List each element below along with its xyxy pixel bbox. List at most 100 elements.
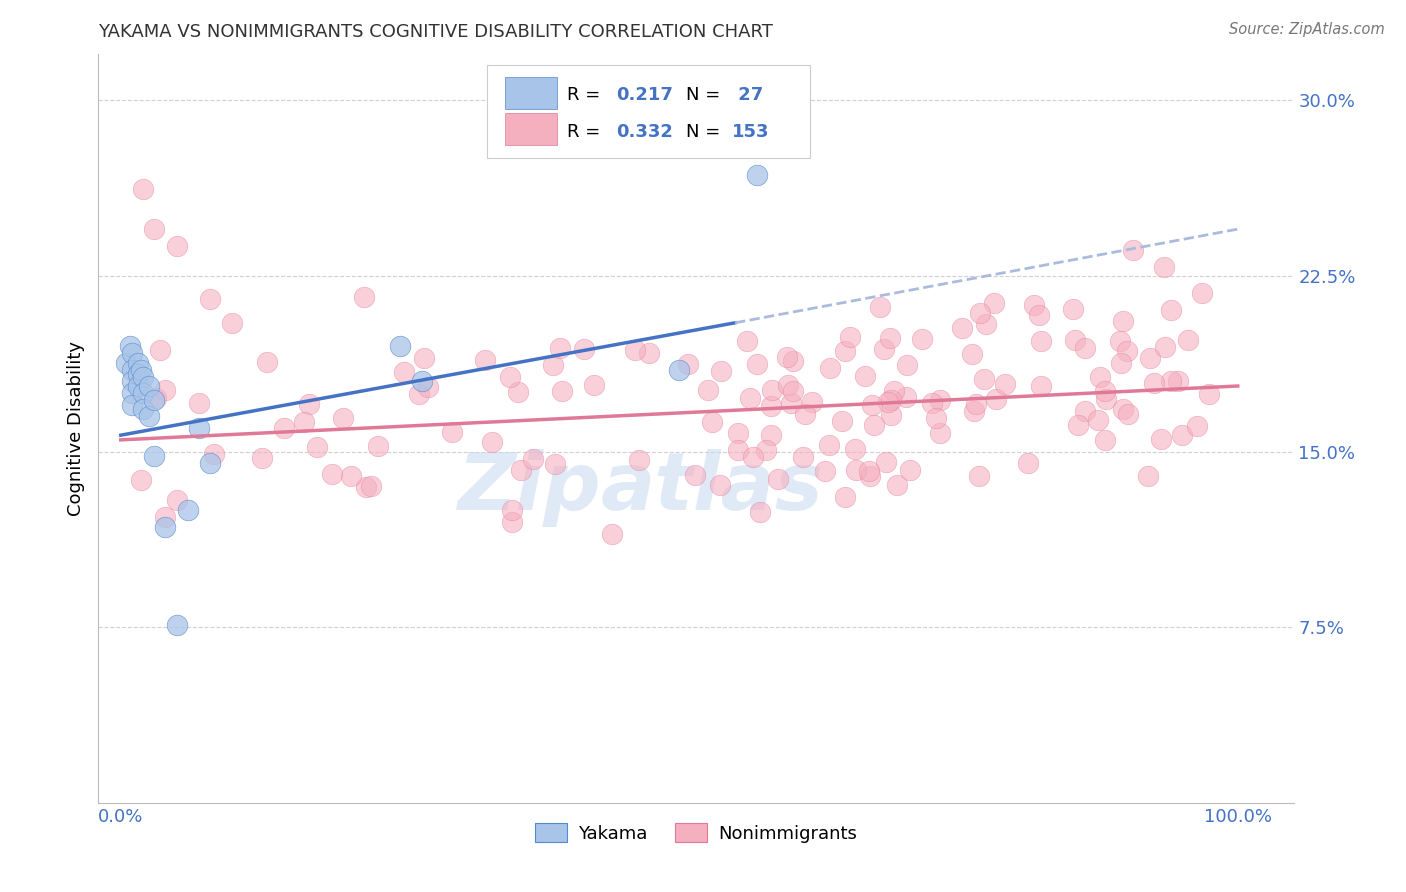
Point: [501, 515, 523, 529]
Point: [115, 356, 138, 370]
Point: [121, 346, 143, 360]
Point: [727, 426, 749, 441]
Point: [1116, 407, 1139, 421]
Point: [1029, 379, 1052, 393]
Text: N =: N =: [686, 123, 727, 141]
Point: [360, 479, 382, 493]
Point: [929, 392, 952, 407]
Point: [973, 372, 995, 386]
Point: [1062, 301, 1084, 316]
Point: [1115, 344, 1137, 359]
Point: [138, 379, 160, 393]
Point: [709, 478, 731, 492]
Point: [863, 417, 886, 432]
Point: [994, 376, 1017, 391]
Point: [818, 438, 841, 452]
Point: [759, 428, 782, 442]
Point: [1112, 314, 1135, 328]
Point: [153, 383, 176, 397]
Point: [166, 493, 188, 508]
Point: [440, 425, 463, 440]
Point: [820, 360, 842, 375]
Point: [143, 393, 166, 408]
Point: [628, 453, 651, 467]
Point: [132, 402, 155, 417]
Point: [273, 421, 295, 435]
Point: [747, 168, 769, 183]
Point: [782, 384, 804, 398]
Point: [1074, 404, 1097, 418]
Text: Zip: Zip: [457, 449, 600, 527]
Point: [1198, 387, 1220, 401]
Point: [155, 519, 177, 533]
Point: [735, 334, 758, 348]
Point: [541, 358, 564, 372]
Point: [759, 400, 782, 414]
Point: [921, 396, 943, 410]
Legend: Yakama, Nonimmigrants: Yakama, Nonimmigrants: [527, 816, 865, 850]
Point: [879, 330, 901, 344]
Text: 27: 27: [733, 87, 763, 104]
Point: [886, 478, 908, 492]
Point: [1109, 356, 1132, 370]
Point: [676, 357, 699, 371]
Point: [1109, 334, 1132, 349]
Point: [413, 351, 436, 366]
Point: [1087, 413, 1109, 427]
Point: [522, 451, 544, 466]
Point: [548, 342, 571, 356]
Point: [339, 469, 361, 483]
Point: [745, 357, 768, 371]
Point: [883, 384, 905, 398]
Point: [710, 364, 733, 378]
Point: [298, 397, 321, 411]
Point: [1154, 340, 1177, 354]
Point: [501, 503, 523, 517]
Point: [1112, 401, 1135, 416]
Text: 0.217: 0.217: [616, 87, 673, 104]
Point: [766, 472, 789, 486]
Point: [929, 425, 952, 440]
Point: [814, 464, 837, 478]
Point: [574, 343, 596, 357]
Point: [1074, 342, 1097, 356]
Point: [960, 347, 983, 361]
Point: [202, 447, 225, 461]
Point: [177, 503, 200, 517]
Point: [392, 365, 415, 379]
Point: [748, 505, 770, 519]
Point: [127, 356, 149, 370]
Point: [509, 463, 531, 477]
Point: [782, 354, 804, 368]
Point: [1139, 351, 1161, 365]
Point: [550, 384, 572, 398]
Point: [896, 390, 918, 404]
Point: [779, 396, 801, 410]
Point: [740, 391, 762, 405]
Point: [702, 415, 724, 429]
Point: [969, 306, 991, 320]
Point: [129, 473, 152, 487]
Point: [963, 404, 986, 418]
Point: [143, 450, 166, 464]
Point: [221, 316, 243, 330]
Point: [1160, 302, 1182, 317]
Point: [853, 369, 876, 384]
Point: [127, 368, 149, 382]
Point: [582, 378, 605, 392]
Point: [792, 450, 814, 464]
Point: [1031, 334, 1053, 348]
Point: [544, 457, 567, 471]
Point: [860, 398, 883, 412]
Point: [121, 386, 143, 401]
Text: 153: 153: [733, 123, 769, 141]
Point: [793, 407, 815, 421]
Point: [155, 510, 177, 524]
Point: [138, 409, 160, 424]
Point: [875, 455, 897, 469]
Point: [966, 397, 988, 411]
Point: [845, 463, 868, 477]
Point: [166, 238, 188, 252]
Text: N =: N =: [686, 87, 727, 104]
Point: [132, 386, 155, 401]
